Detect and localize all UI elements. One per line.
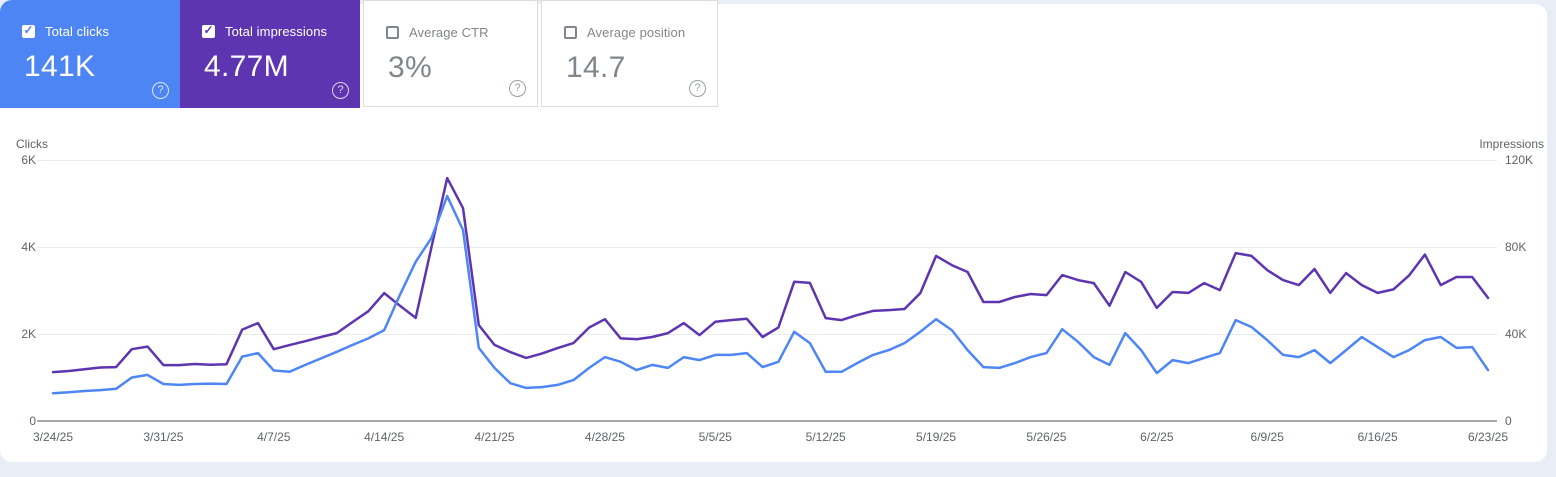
x-axis-line [37,420,1497,422]
help-icon[interactable]: ? [152,82,169,99]
total-clicks-checkbox[interactable]: ✓ [22,23,35,38]
right-axis-tick: 80K [1505,240,1527,254]
tile-total-impressions[interactable]: ✓ Total impressions 4.77M ? [180,0,360,108]
total-impressions-value: 4.77M [204,50,289,83]
date-tick: 3/31/25 [143,430,184,444]
right-axis-title: Impressions [1479,137,1544,151]
date-tick: 5/26/25 [1026,430,1067,444]
date-tick: 4/21/25 [474,430,515,444]
gridline [37,247,1497,248]
average-ctr-value: 3% [388,51,432,84]
total-clicks-value: 141K [24,50,96,83]
left-axis-tick: 6K [21,153,36,167]
date-tick: 6/9/25 [1250,430,1284,444]
series-line-clicks [51,194,1490,395]
date-tick: 4/14/25 [364,430,405,444]
average-ctr-checkbox[interactable] [386,26,399,39]
tile-total-clicks[interactable]: ✓ Total clicks 141K ? [0,0,180,108]
tile-label: Total clicks [45,24,110,39]
checkmark-icon: ✓ [203,23,214,37]
left-axis-tick: 2K [21,327,36,341]
date-tick: 4/7/25 [257,430,291,444]
left-axis-tick: 0 [29,414,36,428]
date-tick: 5/5/25 [698,430,732,444]
left-axis-title: Clicks [16,137,48,151]
checkmark-icon: ✓ [23,23,34,37]
tile-label: Average CTR [409,25,489,40]
date-tick: 6/23/25 [1467,430,1509,444]
left-axis-tick: 4K [21,240,36,254]
gridline [37,160,1497,161]
help-icon[interactable]: ? [332,82,349,99]
date-tick: 3/24/25 [32,430,74,444]
average-position-value: 14.7 [566,51,626,84]
tile-label: Total impressions [225,24,328,39]
date-tick: 5/12/25 [805,430,846,444]
tile-average-ctr[interactable]: Average CTR 3% ? [363,0,538,107]
right-axis-tick: 0 [1505,414,1512,428]
date-tick: 5/19/25 [916,430,957,444]
date-tick: 4/28/25 [584,430,625,444]
right-axis-tick: 40K [1505,327,1527,341]
series-line-impressions [51,176,1490,374]
help-icon[interactable]: ? [689,80,706,97]
total-impressions-checkbox[interactable]: ✓ [202,23,215,38]
help-icon[interactable]: ? [509,80,526,97]
date-tick: 6/2/25 [1140,430,1174,444]
date-tick: 6/16/25 [1357,430,1398,444]
average-position-checkbox[interactable] [564,26,577,39]
tile-label: Average position [587,25,686,40]
metric-tiles: ✓ Total clicks 141K ? ✓ Total impression… [0,0,718,108]
right-axis-tick: 120K [1505,153,1534,167]
tile-average-position[interactable]: Average position 14.7 ? [541,0,718,107]
